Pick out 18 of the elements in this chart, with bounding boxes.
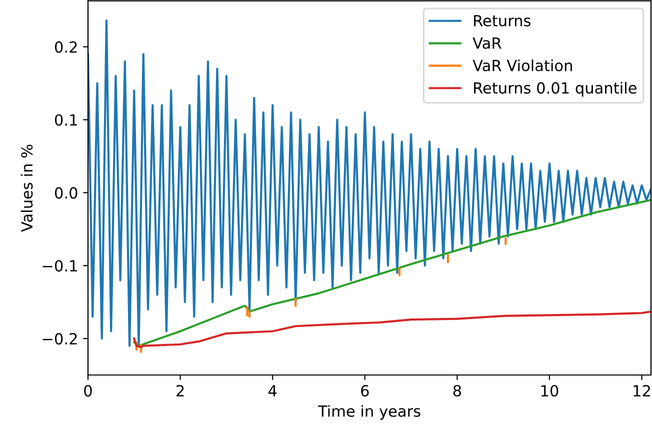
- x-tick-label: 0: [84, 384, 92, 397]
- y-tick-label: −0.1: [42, 260, 77, 272]
- x-tick-label: 6: [361, 384, 369, 397]
- x-axis-title: Time in years: [318, 405, 420, 420]
- x-tick-label: 10: [541, 384, 558, 397]
- x-tick-label: 2: [176, 384, 184, 396]
- legend-label: Returns 0.01 quantile: [474, 82, 636, 97]
- y-tick-label: −0.2: [42, 333, 77, 345]
- legend-label: VaR Violation: [472, 59, 572, 72]
- legend-label: Returns: [474, 15, 530, 26]
- x-tick-label: 4: [268, 385, 277, 396]
- x-tick-label: 8: [453, 384, 461, 397]
- y-axis-title: Values in %: [20, 144, 33, 232]
- legend-label: VaR: [472, 38, 502, 49]
- y-tick-label: 0.1: [54, 114, 77, 126]
- x-tick-label: 12: [634, 384, 650, 396]
- y-tick-label: 0.0: [54, 187, 78, 199]
- y-tick-label: 0.2: [54, 41, 77, 53]
